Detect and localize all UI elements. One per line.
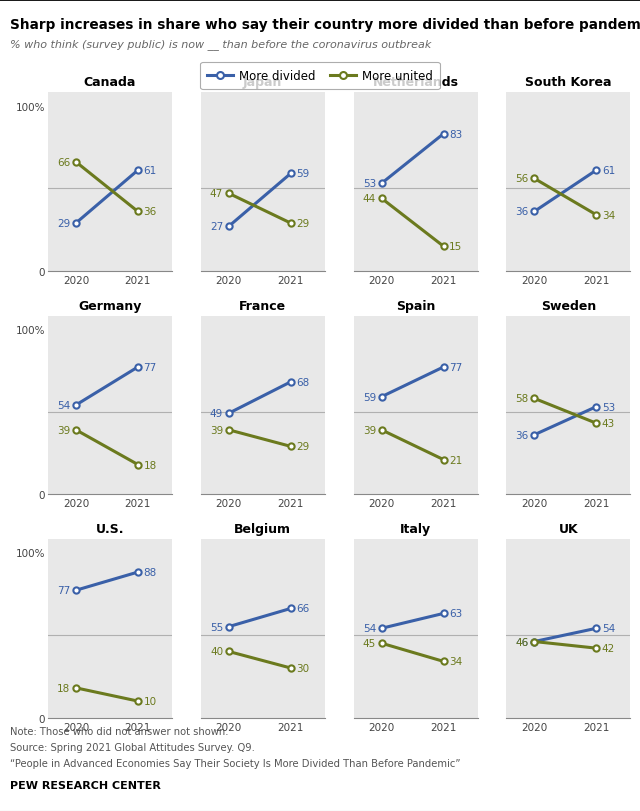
- Text: 34: 34: [602, 211, 615, 221]
- Title: Sweden: Sweden: [541, 299, 596, 312]
- Text: 18: 18: [57, 683, 70, 693]
- Text: 21: 21: [449, 455, 462, 465]
- Text: 29: 29: [57, 219, 70, 229]
- Text: 36: 36: [143, 208, 157, 217]
- Text: PEW RESEARCH CENTER: PEW RESEARCH CENTER: [10, 780, 161, 790]
- Title: Spain: Spain: [396, 299, 435, 312]
- Text: 39: 39: [363, 425, 376, 436]
- Text: 59: 59: [296, 169, 310, 179]
- Text: 77: 77: [143, 363, 157, 372]
- Text: 40: 40: [210, 646, 223, 657]
- Text: 39: 39: [57, 425, 70, 436]
- Text: 43: 43: [602, 418, 615, 429]
- Text: Source: Spring 2021 Global Attitudes Survey. Q9.: Source: Spring 2021 Global Attitudes Sur…: [10, 742, 255, 752]
- Text: 58: 58: [515, 394, 529, 404]
- Title: South Korea: South Korea: [525, 76, 612, 89]
- Text: 45: 45: [363, 638, 376, 648]
- Text: Note: Those who did not answer not shown.: Note: Those who did not answer not shown…: [10, 726, 228, 736]
- Text: 61: 61: [602, 166, 615, 176]
- Text: 44: 44: [363, 194, 376, 204]
- Text: 68: 68: [296, 377, 310, 388]
- Text: 54: 54: [57, 401, 70, 410]
- Text: Sharp increases in share who say their country more divided than before pandemic: Sharp increases in share who say their c…: [10, 18, 640, 32]
- Title: Belgium: Belgium: [234, 522, 291, 535]
- Title: U.S.: U.S.: [96, 522, 124, 535]
- Text: 66: 66: [57, 157, 70, 168]
- Text: 30: 30: [296, 663, 309, 673]
- Text: 27: 27: [210, 222, 223, 232]
- Text: 29: 29: [296, 219, 310, 229]
- Text: 55: 55: [210, 622, 223, 632]
- Text: 47: 47: [210, 189, 223, 199]
- Text: % who think (survey public) is now __ than before the coronavirus outbreak: % who think (survey public) is now __ th…: [10, 39, 431, 49]
- Title: Japan: Japan: [243, 76, 282, 89]
- Title: Germany: Germany: [78, 299, 141, 312]
- Text: 56: 56: [515, 174, 529, 184]
- Text: 49: 49: [210, 409, 223, 418]
- Legend: More divided, More united: More divided, More united: [200, 62, 440, 90]
- Text: 46: 46: [515, 637, 529, 646]
- Text: 18: 18: [143, 460, 157, 470]
- Text: 46: 46: [515, 637, 529, 646]
- Text: 77: 77: [57, 586, 70, 595]
- Title: Netherlands: Netherlands: [372, 76, 459, 89]
- Text: 15: 15: [449, 242, 462, 252]
- Title: UK: UK: [559, 522, 578, 535]
- Text: 10: 10: [143, 696, 157, 706]
- Title: Italy: Italy: [400, 522, 431, 535]
- Text: 36: 36: [515, 208, 529, 217]
- Text: 63: 63: [449, 609, 462, 619]
- Text: 42: 42: [602, 643, 615, 654]
- Text: 54: 54: [602, 624, 615, 633]
- Title: Canada: Canada: [84, 76, 136, 89]
- Text: 29: 29: [296, 442, 310, 452]
- Text: 59: 59: [363, 393, 376, 402]
- Text: 77: 77: [449, 363, 462, 372]
- Text: 39: 39: [210, 425, 223, 436]
- Text: “People in Advanced Economies Say Their Society Is More Divided Than Before Pand: “People in Advanced Economies Say Their …: [10, 758, 460, 768]
- Text: 53: 53: [602, 402, 615, 412]
- Text: 88: 88: [143, 568, 157, 577]
- Text: 54: 54: [363, 624, 376, 633]
- Text: 36: 36: [515, 431, 529, 440]
- Text: 83: 83: [449, 130, 462, 139]
- Text: 53: 53: [363, 179, 376, 189]
- Text: 66: 66: [296, 603, 310, 614]
- Title: France: France: [239, 299, 286, 312]
- Text: 34: 34: [449, 657, 462, 667]
- Text: 61: 61: [143, 166, 157, 176]
